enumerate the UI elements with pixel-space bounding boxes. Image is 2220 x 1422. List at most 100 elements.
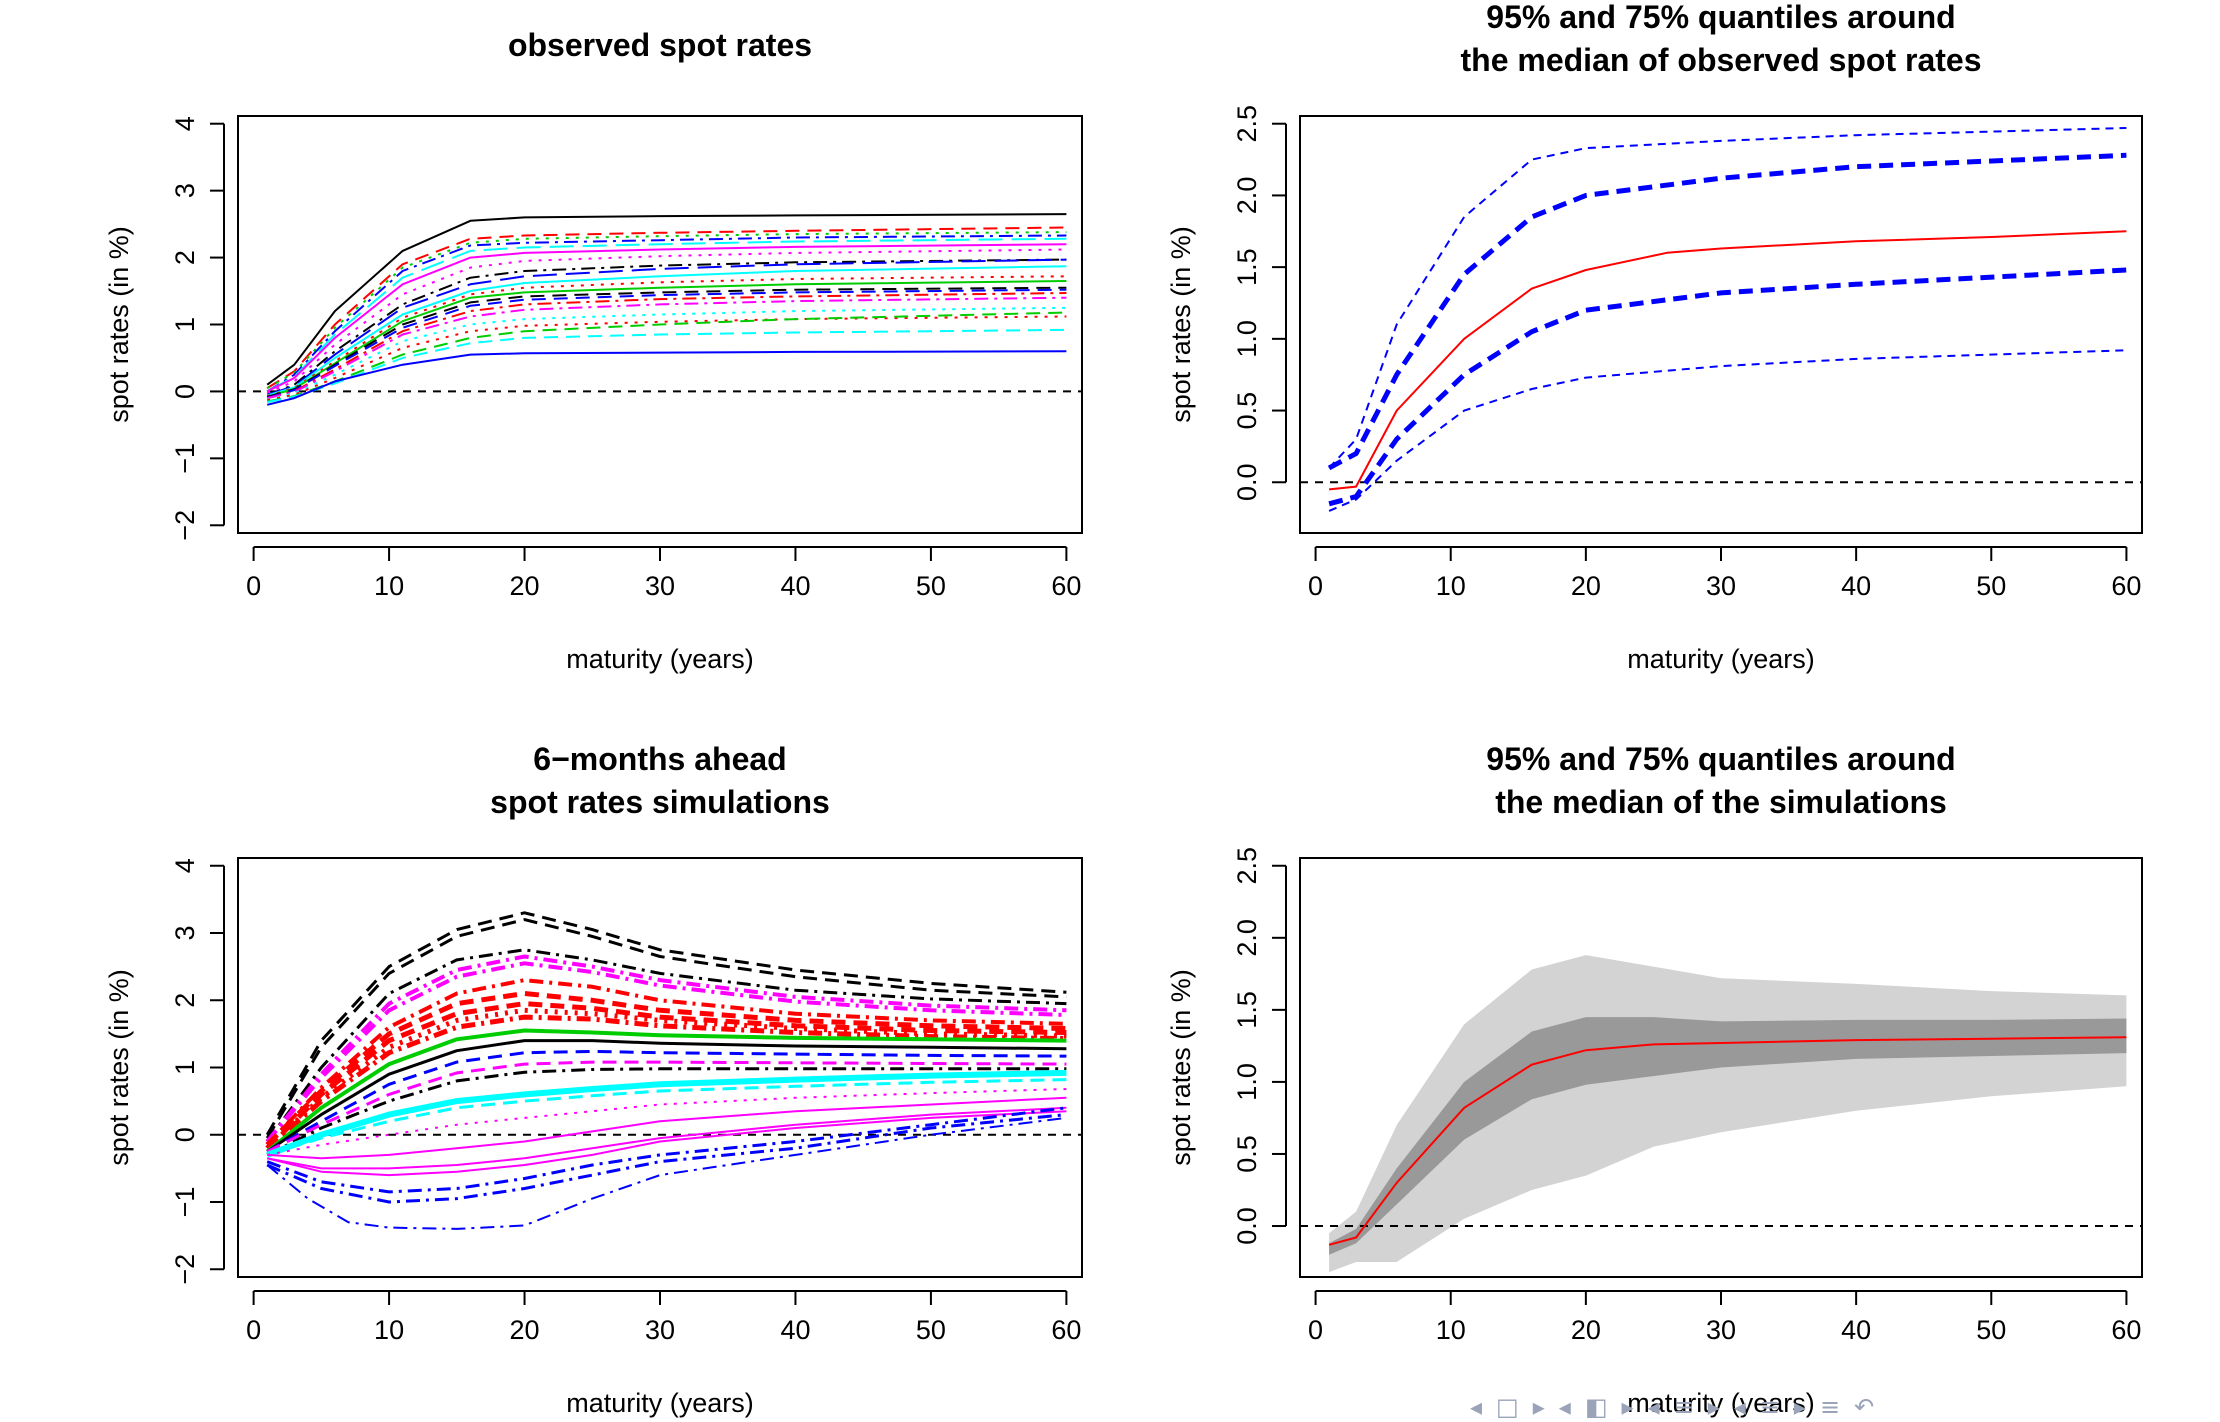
x-tick-label: 30	[1706, 1315, 1736, 1345]
series-line-6	[265, 991, 1067, 1147]
nav-symbol-icon[interactable]: ◧	[1584, 1393, 1608, 1421]
nav-symbol-icon[interactable]: ≡	[1819, 1393, 1841, 1421]
series-line-13	[266, 1060, 1067, 1153]
y-tick-label: 1.0	[1232, 320, 1262, 358]
panel-title-line: the median of the simulations	[1495, 784, 1947, 820]
series-line-20	[266, 1110, 1067, 1177]
nav-symbol-icon[interactable]: ◂	[1647, 1393, 1660, 1421]
x-tick-label: 20	[1571, 1315, 1601, 1345]
y-tick-label: 1.0	[1232, 1063, 1262, 1101]
series-line-21	[266, 1106, 1067, 1194]
nav-symbol-icon[interactable]: ▸	[1532, 1393, 1545, 1421]
series-line-1	[266, 226, 1067, 389]
x-tick-label: 10	[374, 571, 404, 601]
y-axis-label: spot rates (in %)	[1166, 969, 1196, 1166]
x-axis-label: maturity (years)	[1627, 1388, 1815, 1418]
series-line-6	[266, 248, 1067, 394]
series-line-10	[265, 1028, 1067, 1154]
nav-symbol-icon[interactable]: ◂	[1558, 1393, 1571, 1421]
panel-title-line: 6−months ahead	[533, 741, 786, 777]
panel-title-line: spot rates simulations	[490, 784, 830, 820]
y-tick-label: 3	[170, 925, 200, 940]
nav-symbol-icon[interactable]: ◂	[1470, 1393, 1483, 1421]
x-tick-label: 50	[1976, 571, 2006, 601]
x-tick-label: 60	[1051, 1315, 1081, 1345]
nav-symbol-icon[interactable]: ◂	[1733, 1393, 1746, 1421]
y-tick-label: −2	[170, 1254, 200, 1285]
y-tick-label: 1.5	[1232, 991, 1262, 1029]
quantile-band-75	[1329, 1017, 2127, 1255]
y-tick-label: 1	[170, 1060, 200, 1075]
plot-area	[1300, 955, 2142, 1273]
nav-symbol-icon[interactable]: ≡	[1673, 1393, 1694, 1421]
series-line-12	[266, 1049, 1067, 1153]
series-line-16	[266, 306, 1067, 401]
x-tick-label: 40	[780, 1315, 810, 1345]
panel-title-line: the median of observed spot rates	[1460, 42, 1981, 78]
series-line-8	[266, 258, 1067, 396]
x-tick-label: 60	[1051, 571, 1081, 601]
series-line-18	[267, 1096, 1067, 1160]
x-tick-label: 30	[645, 571, 675, 601]
x-tick-label: 10	[374, 1315, 404, 1345]
y-tick-label: 0	[170, 1127, 200, 1142]
x-tick-label: 60	[2111, 1315, 2141, 1345]
x-axis-label: maturity (years)	[566, 644, 754, 674]
series-line-14	[266, 292, 1067, 400]
y-tick-label: 2	[170, 250, 200, 265]
series-line-5	[265, 978, 1067, 1147]
plot-frame	[237, 857, 1083, 1278]
series-line-9	[266, 265, 1067, 397]
y-tick-label: −2	[170, 510, 200, 541]
nav-symbol-icon[interactable]: ▸	[1621, 1393, 1634, 1421]
y-tick-label: 0.0	[1232, 463, 1262, 501]
plot-area	[238, 213, 1082, 406]
series-line-19	[267, 1106, 1067, 1170]
series-line-4	[265, 961, 1067, 1143]
y-tick-label: 2.0	[1232, 177, 1262, 215]
x-axis-label: maturity (years)	[566, 1388, 754, 1418]
x-tick-label: 20	[510, 1315, 540, 1345]
plot-frame	[1299, 115, 2143, 534]
nav-symbol-icon[interactable]: □	[1496, 1393, 1519, 1421]
plot-frame	[237, 115, 1083, 534]
nav-symbol-icon[interactable]: ↶	[1854, 1393, 1875, 1421]
panel-title-line: observed spot rates	[508, 27, 812, 63]
y-tick-label: 0.5	[1232, 1135, 1262, 1173]
plot-area	[1300, 127, 2142, 512]
series-line-7	[266, 258, 1067, 396]
x-tick-label: 0	[1308, 1315, 1323, 1345]
nav-symbol-icon[interactable]: ≡	[1759, 1393, 1780, 1421]
y-axis-label: spot rates (in %)	[104, 969, 134, 1166]
y-tick-label: 0.0	[1232, 1207, 1262, 1245]
x-tick-label: 60	[2111, 571, 2141, 601]
x-tick-label: 40	[1841, 1315, 1871, 1345]
y-axis-label: spot rates (in %)	[1166, 226, 1196, 423]
series-line-1	[265, 918, 1067, 1139]
x-tick-label: 0	[246, 571, 261, 601]
series-line-17	[267, 315, 1067, 402]
panel-simulations: 6−months ahead spot rates simulations 0 10 2…	[104, 741, 1083, 1418]
y-tick-label: −1	[170, 1187, 200, 1218]
beamer-navigation-bar: ◂ □ ▸ ◂ ◧ ▸ ◂ ≡ ▸ ◂ ≡ ▸ ≡ ↶	[1470, 1392, 2220, 1422]
x-tick-label: 50	[916, 1315, 946, 1345]
nav-symbol-icon[interactable]: ▸	[1707, 1393, 1720, 1421]
y-tick-label: 1	[170, 317, 200, 332]
nav-symbol-icon[interactable]: ▸	[1793, 1393, 1806, 1421]
series-line-14	[266, 1067, 1067, 1157]
series-line-3	[1328, 267, 2127, 507]
series-line-9	[265, 1014, 1067, 1151]
series-line-12	[266, 286, 1067, 398]
x-tick-label: 10	[1436, 571, 1466, 601]
x-tick-label: 40	[780, 571, 810, 601]
series-line-1	[1327, 152, 2127, 471]
series-line-18	[267, 311, 1067, 403]
series-line-0	[265, 911, 1067, 1136]
y-axis-label: spot rates (in %)	[104, 226, 134, 423]
x-tick-label: 50	[916, 571, 946, 601]
x-tick-label: 20	[510, 571, 540, 601]
series-line-0	[1328, 1036, 2127, 1246]
series-line-4	[1328, 349, 2127, 512]
panel-quantiles-observed: 95% and 75% quantiles around the median o…	[1166, 0, 2143, 674]
x-tick-label: 10	[1436, 1315, 1466, 1345]
